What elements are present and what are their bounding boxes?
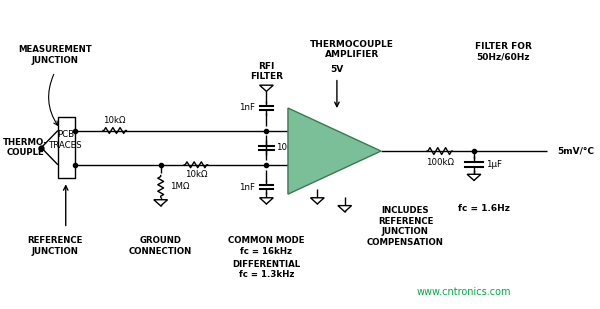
Text: 10nF: 10nF xyxy=(276,143,298,152)
Text: +: + xyxy=(295,119,305,132)
Text: THERMO-
COUPLE: THERMO- COUPLE xyxy=(3,138,48,157)
Text: 1μF: 1μF xyxy=(486,160,502,169)
Text: 1nF: 1nF xyxy=(239,183,254,192)
Polygon shape xyxy=(154,200,167,206)
Polygon shape xyxy=(260,85,273,91)
Text: GROUND
CONNECTION: GROUND CONNECTION xyxy=(129,236,193,256)
Polygon shape xyxy=(467,174,481,180)
Text: 1nF: 1nF xyxy=(239,104,254,112)
Text: FILTER FOR
50Hz/60Hz: FILTER FOR 50Hz/60Hz xyxy=(475,43,532,62)
Text: 10kΩ: 10kΩ xyxy=(103,116,126,125)
Text: INCLUDES
REFERENCE
JUNCTION
COMPENSATION: INCLUDES REFERENCE JUNCTION COMPENSATION xyxy=(367,206,444,247)
Polygon shape xyxy=(288,108,381,194)
Text: 1MΩ: 1MΩ xyxy=(170,182,190,191)
Text: RFI
FILTER: RFI FILTER xyxy=(250,62,283,82)
Text: 100kΩ: 100kΩ xyxy=(426,158,454,167)
Text: PCB
TRACES: PCB TRACES xyxy=(49,130,83,150)
Text: REF: REF xyxy=(326,154,343,163)
Text: MEASUREMENT
JUNCTION: MEASUREMENT JUNCTION xyxy=(18,45,92,65)
Text: DIFFERENTIAL
fᴄ = 1.3kHz: DIFFERENTIAL fᴄ = 1.3kHz xyxy=(232,260,301,279)
Polygon shape xyxy=(260,198,273,204)
Text: COMMON MODE
fᴄ = 16kHz: COMMON MODE fᴄ = 16kHz xyxy=(228,236,305,256)
Text: THERMOCOUPLE
AMPLIFIER: THERMOCOUPLE AMPLIFIER xyxy=(310,40,394,59)
Polygon shape xyxy=(338,205,352,212)
Text: REFERENCE
JUNCTION: REFERENCE JUNCTION xyxy=(27,236,83,256)
Text: 10kΩ: 10kΩ xyxy=(185,170,207,179)
Text: −: − xyxy=(294,170,305,184)
Text: fᴄ = 1.6Hz: fᴄ = 1.6Hz xyxy=(458,204,509,213)
Text: AD8495: AD8495 xyxy=(315,139,355,148)
Text: 5V: 5V xyxy=(330,65,344,74)
Text: www.cntronics.com: www.cntronics.com xyxy=(417,287,511,297)
Polygon shape xyxy=(310,198,324,204)
Bar xyxy=(58,117,74,179)
Text: 5mV/°C: 5mV/°C xyxy=(557,146,594,155)
